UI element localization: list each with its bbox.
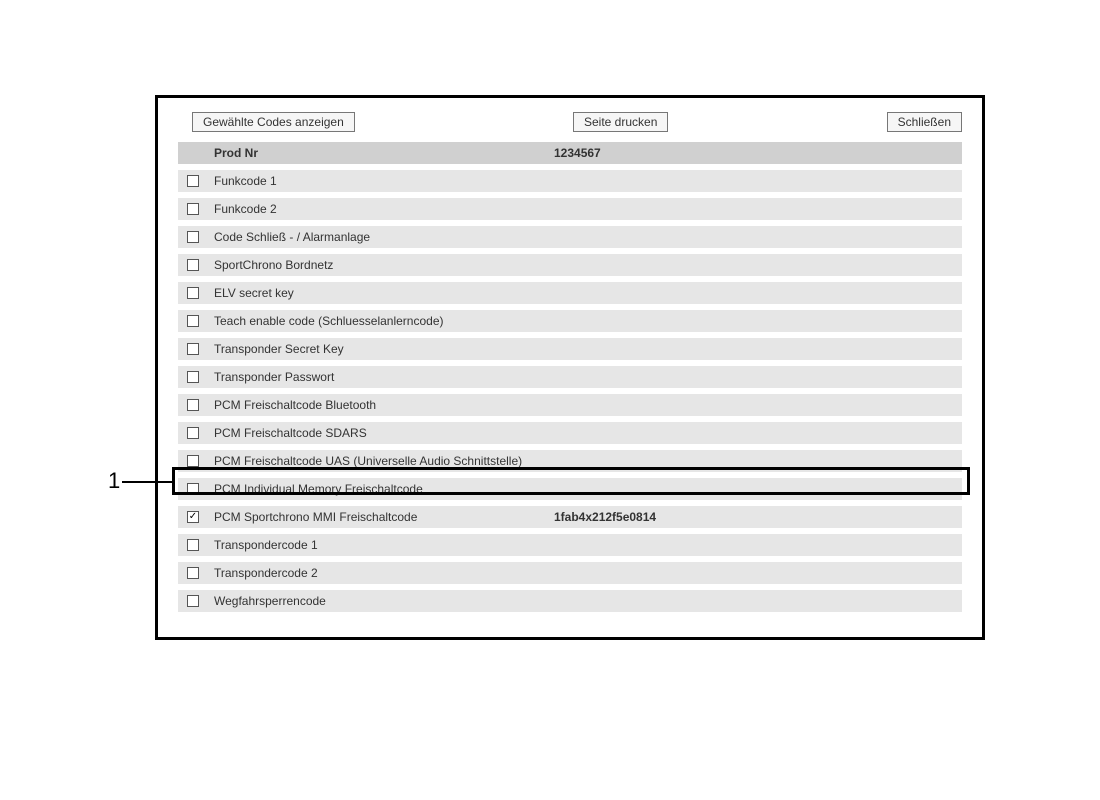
row-label: PCM Freischaltcode Bluetooth — [208, 398, 548, 412]
table-row: Transponder Passwort — [178, 366, 962, 388]
table-row: Transpondercode 1 — [178, 534, 962, 556]
row-checkbox[interactable] — [187, 315, 199, 327]
row-label: Funkcode 2 — [208, 202, 548, 216]
row-checkbox[interactable] — [187, 231, 199, 243]
row-checkbox[interactable] — [187, 595, 199, 607]
header-prodnr-label: Prod Nr — [208, 146, 548, 160]
row-label: ELV secret key — [208, 286, 548, 300]
table-row: Teach enable code (Schluesselanlerncode) — [178, 310, 962, 332]
close-button[interactable]: Schließen — [887, 112, 962, 132]
codes-panel: Gewählte Codes anzeigen Seite drucken Sc… — [155, 95, 985, 640]
table-row: ELV secret key — [178, 282, 962, 304]
table-header-row: Prod Nr 1234567 — [178, 142, 962, 164]
row-checkbox[interactable]: ✓ — [187, 511, 199, 523]
print-page-button[interactable]: Seite drucken — [573, 112, 668, 132]
codes-table: Prod Nr 1234567 Funkcode 1 Funkcode 2 Code… — [178, 142, 962, 612]
row-label: Wegfahrsperrencode — [208, 594, 548, 608]
row-label: Teach enable code (Schluesselanlerncode) — [208, 314, 548, 328]
toolbar: Gewählte Codes anzeigen Seite drucken Sc… — [178, 112, 962, 132]
table-row: PCM Freischaltcode UAS (Universelle Audi… — [178, 450, 962, 472]
row-label: Code Schließ - / Alarmanlage — [208, 230, 548, 244]
row-checkbox[interactable] — [187, 539, 199, 551]
row-checkbox[interactable] — [187, 427, 199, 439]
row-checkbox[interactable] — [187, 371, 199, 383]
row-checkbox[interactable] — [187, 203, 199, 215]
row-label: PCM Freischaltcode UAS (Universelle Audi… — [208, 454, 548, 468]
table-row: Transpondercode 2 — [178, 562, 962, 584]
table-row: Funkcode 1 — [178, 170, 962, 192]
table-row: PCM Individual Memory Freischaltcode — [178, 478, 962, 500]
table-row: Funkcode 2 — [178, 198, 962, 220]
row-checkbox[interactable] — [187, 567, 199, 579]
row-label: SportChrono Bordnetz — [208, 258, 548, 272]
row-label: PCM Freischaltcode SDARS — [208, 426, 548, 440]
table-row: Code Schließ - / Alarmanlage — [178, 226, 962, 248]
row-checkbox[interactable] — [187, 259, 199, 271]
callout-1-line — [122, 481, 172, 483]
row-label: Transponder Passwort — [208, 370, 548, 384]
row-checkbox[interactable] — [187, 175, 199, 187]
row-label: PCM Individual Memory Freischaltcode — [208, 482, 548, 496]
callout-1-number: 1 — [108, 468, 120, 494]
table-row: Transponder Secret Key — [178, 338, 962, 360]
row-checkbox[interactable] — [187, 343, 199, 355]
row-label: Transpondercode 1 — [208, 538, 548, 552]
row-checkbox[interactable] — [187, 287, 199, 299]
table-row: PCM Freischaltcode SDARS — [178, 422, 962, 444]
row-value: 1fab4x212f5e0814 — [548, 510, 962, 524]
row-label: PCM Sportchrono MMI Freischaltcode — [208, 510, 548, 524]
row-label: Transponder Secret Key — [208, 342, 548, 356]
table-row: Wegfahrsperrencode — [178, 590, 962, 612]
row-label: Transpondercode 2 — [208, 566, 548, 580]
table-row: PCM Freischaltcode Bluetooth — [178, 394, 962, 416]
row-checkbox[interactable] — [187, 399, 199, 411]
row-label: Funkcode 1 — [208, 174, 548, 188]
row-checkbox[interactable] — [187, 455, 199, 467]
row-checkbox[interactable] — [187, 483, 199, 495]
header-prodnr-value: 1234567 — [548, 146, 962, 160]
table-row: SportChrono Bordnetz — [178, 254, 962, 276]
show-selected-codes-button[interactable]: Gewählte Codes anzeigen — [192, 112, 355, 132]
table-row: ✓ PCM Sportchrono MMI Freischaltcode1fab4… — [178, 506, 962, 528]
